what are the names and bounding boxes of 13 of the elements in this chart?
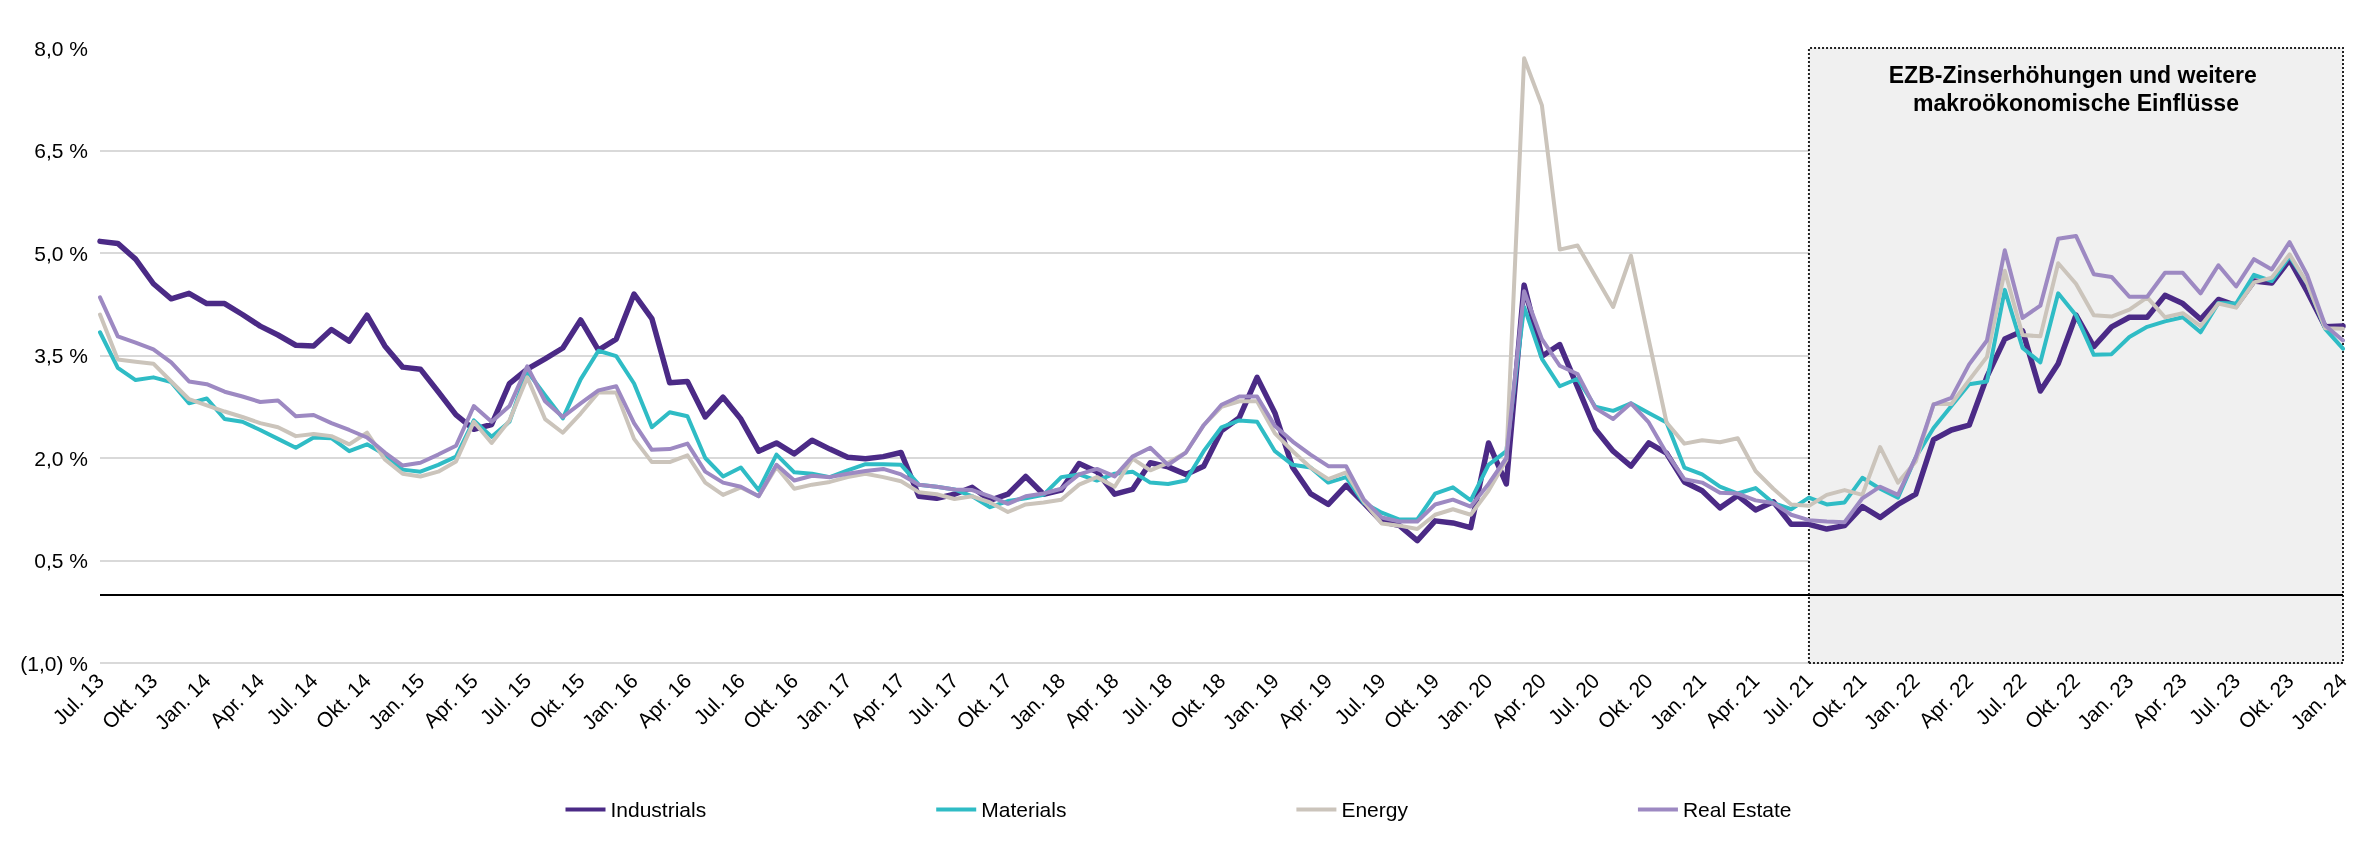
legend-label: Industrials <box>610 798 707 821</box>
legend-label: Energy <box>1341 798 1409 821</box>
y-tick-label: 3,5 % <box>34 344 88 367</box>
line-series <box>98 56 2345 532</box>
band-label: EZB-Zinserhöhungen und weitere makroökonomische Einflüsse <box>1888 62 2264 116</box>
y-tick-label: (1,0) % <box>20 651 88 675</box>
legend-label: Materials <box>981 798 1067 821</box>
y-tick-label: 0,5 % <box>34 549 88 572</box>
y-tick-label: 5,0 % <box>34 241 88 265</box>
y-tick-label: 6,5 % <box>34 139 88 162</box>
y-tick-label: 2,0 % <box>34 446 88 470</box>
legend-label: Real Estate <box>1682 798 1792 821</box>
y-tick-label: 8,0 % <box>34 36 88 60</box>
